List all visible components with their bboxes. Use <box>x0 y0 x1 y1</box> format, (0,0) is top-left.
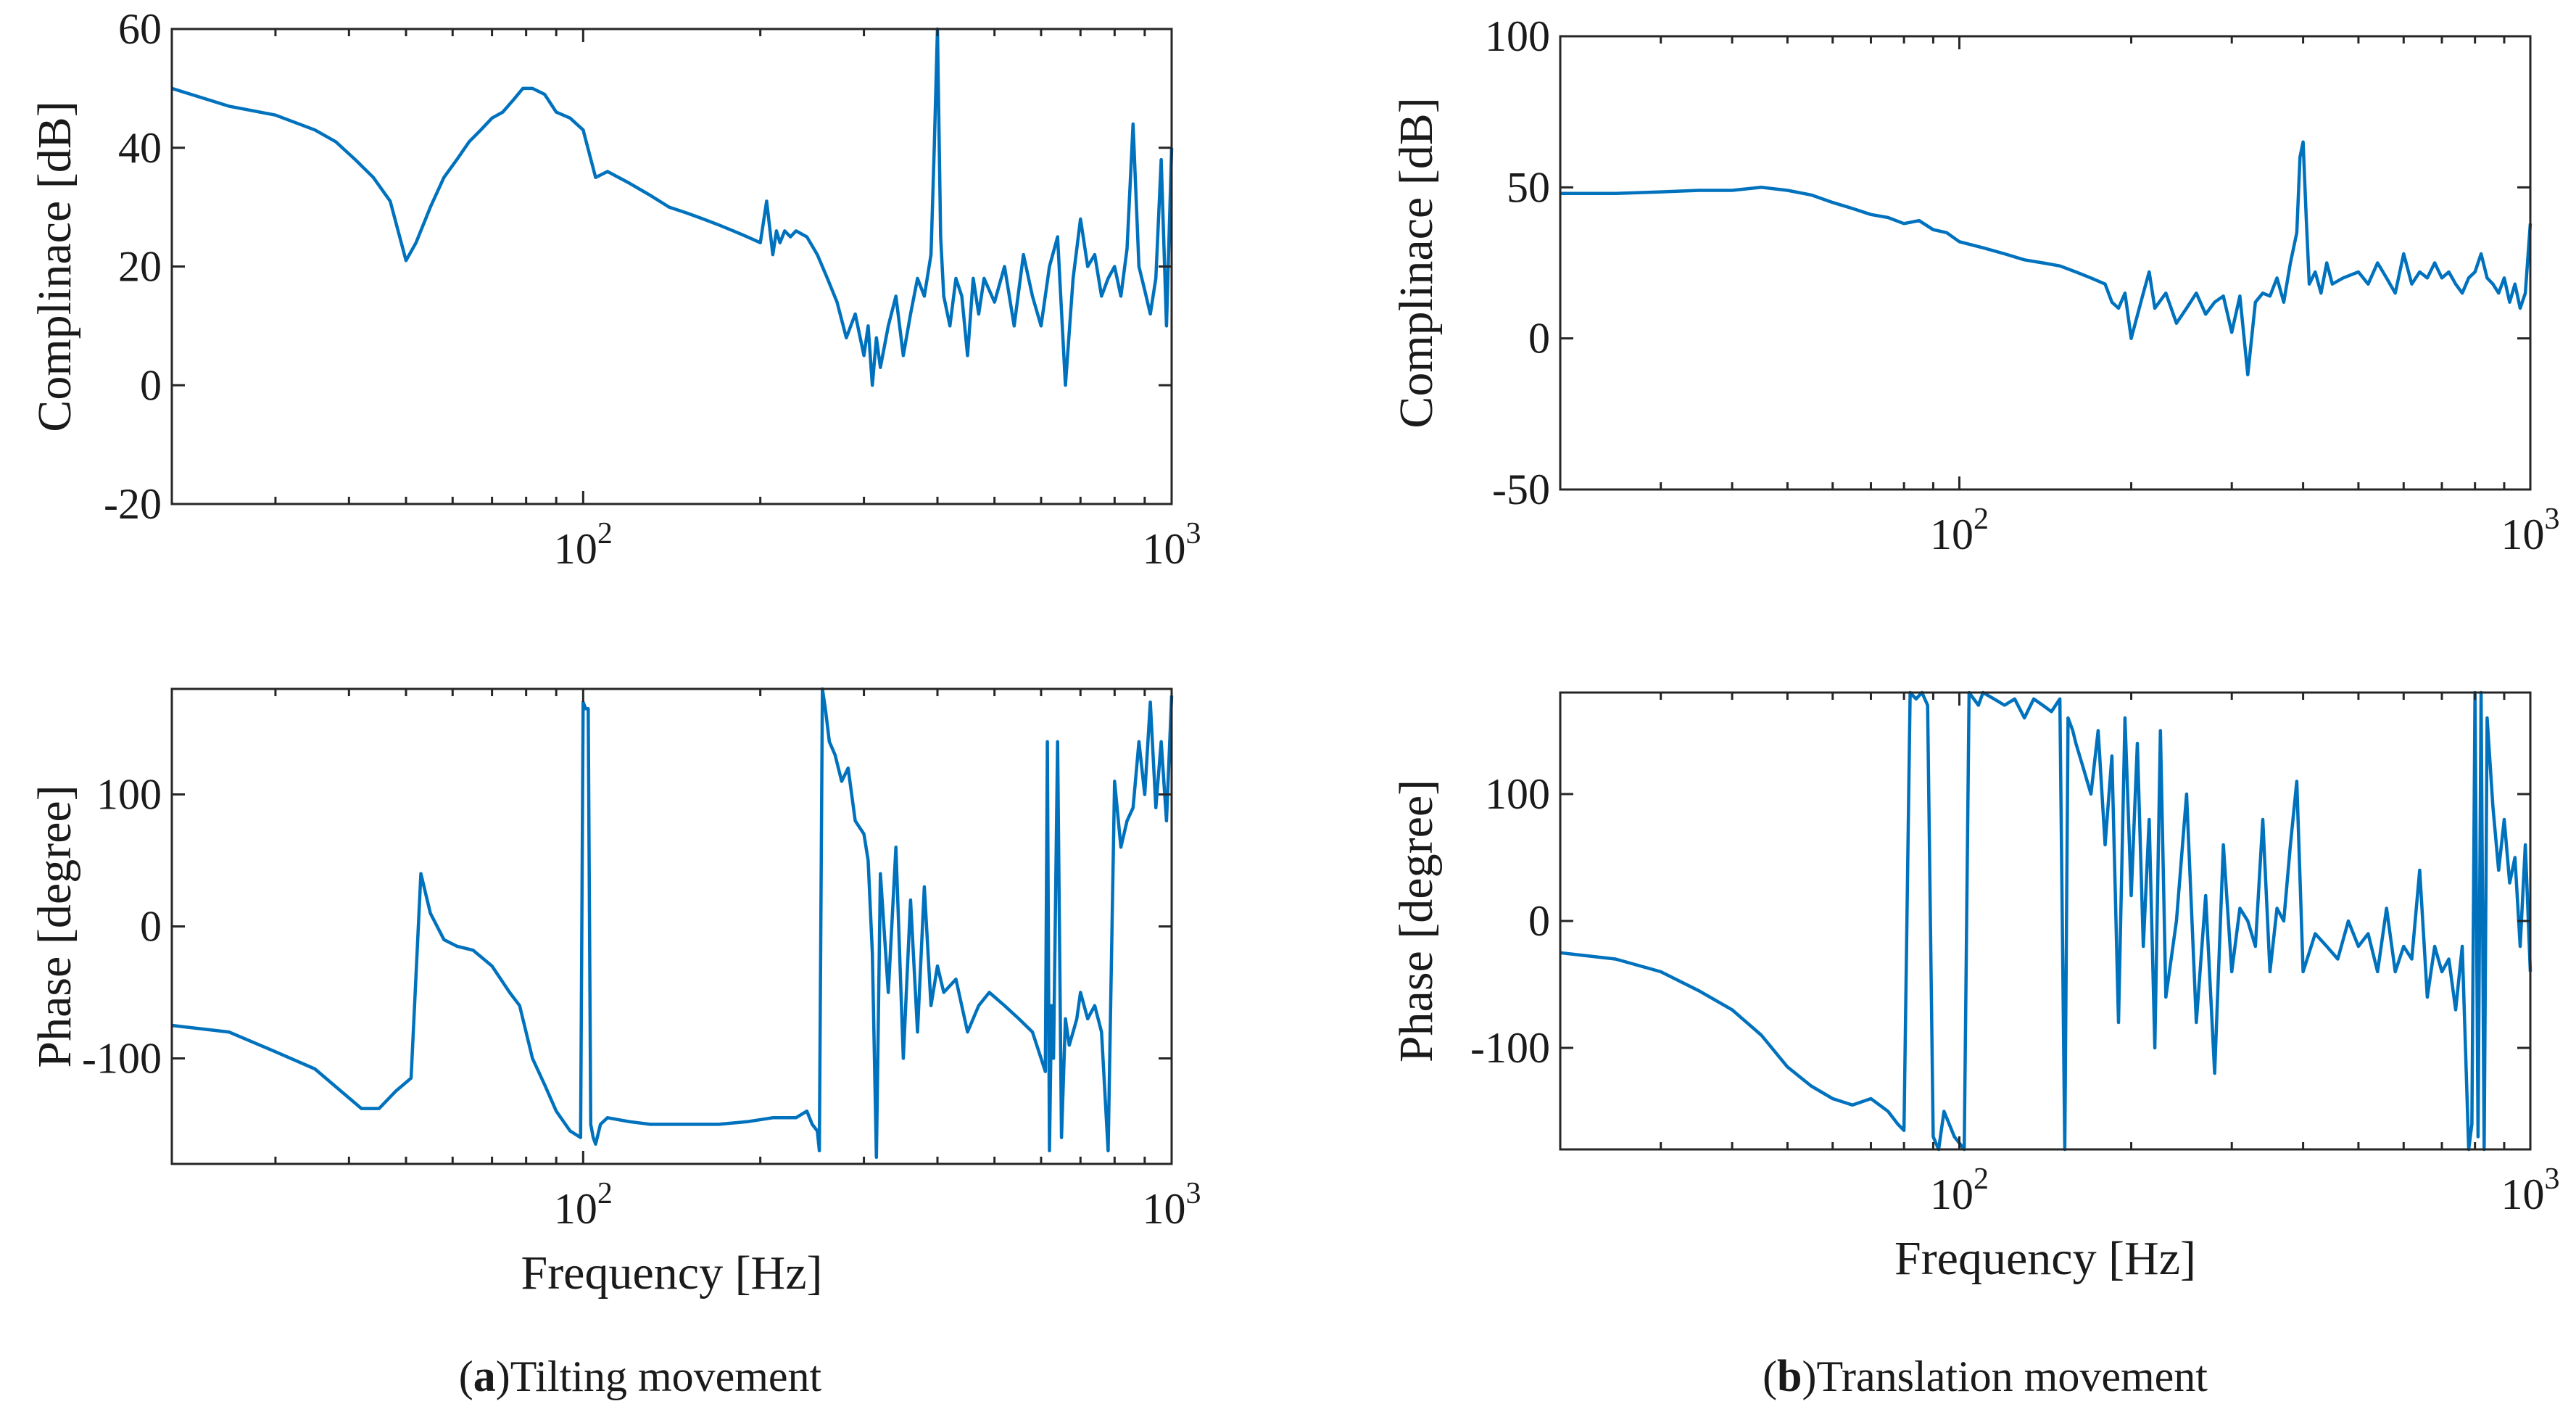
caption-a-text: Tilting movement <box>510 1352 822 1400</box>
panel-b-phase-ylabel: Phase [degree] <box>1390 780 1443 1062</box>
caption-a: (a)Tilting movement <box>459 1352 822 1401</box>
panel-b-phase-xtick-base: 10 <box>1930 1170 1974 1218</box>
panel-b-magnitude-axes-box <box>1559 35 2532 491</box>
caption-b: (b)Translation movement <box>1763 1352 2208 1401</box>
panel-b-magnitude-line <box>1560 140 2532 376</box>
panel-a-magnitude-ytick-label: -20 <box>104 480 162 528</box>
panel-b-phase-ytick-label: -100 <box>1470 1024 1550 1072</box>
panel-a-phase-xtick-base: 10 <box>554 1185 597 1233</box>
panel-b-magnitude-ytick-label: -50 <box>1492 466 1550 513</box>
panel-b-phase-xlabel: Frequency [Hz] <box>1894 1232 2196 1285</box>
panel-a-phase-xtick-exponent: 3 <box>1186 1177 1201 1210</box>
panel-a-magnitude-axes-box <box>170 28 1173 505</box>
panel-a-magnitude-ytick-label: 20 <box>118 243 162 291</box>
panel-b-magnitude-xtick-base: 10 <box>2501 511 2545 558</box>
panel-a-phase-axes-box <box>170 687 1173 1165</box>
panel-a-phase-xtick-exponent: 2 <box>597 1177 613 1210</box>
panel-a-magnitude-line <box>171 27 1174 387</box>
panel-a-magnitude-xtick-label: 103 <box>1143 517 1201 573</box>
panel-b-magnitude-ytick-label: 100 <box>1485 12 1550 60</box>
panel-b-magnitude-ytick-label: 0 <box>1528 315 1550 363</box>
panel-a-magnitude-ytick-label: 40 <box>118 124 162 172</box>
panel-a-magnitude-xtick-exponent: 2 <box>597 517 613 550</box>
panel-b-phase-xtick-base: 10 <box>2501 1170 2545 1218</box>
panel-a-magnitude-ytick-label: 0 <box>140 361 162 409</box>
panel-a-phase-ylabel: Phase [degree] <box>28 785 81 1067</box>
panel-b-phase-line <box>1560 690 2532 1152</box>
panel-b-magnitude-xtick-base: 10 <box>1930 511 1974 558</box>
panel-a-magnitude-xtick-base: 10 <box>554 525 597 573</box>
panel-a-phase-xtick-label: 103 <box>1143 1177 1201 1233</box>
panel-a-magnitude-ylabel: Complinace [dB] <box>28 101 81 431</box>
panel-a-magnitude-xtick-label: 102 <box>554 517 613 573</box>
panel-a-phase-ytick-label: -100 <box>82 1034 162 1082</box>
panel-a-phase-ytick-label: 0 <box>140 903 162 951</box>
panel-b-phase-ytick-label: 100 <box>1485 770 1550 818</box>
panel-b-magnitude-xtick-label: 102 <box>1930 503 1989 558</box>
panel-b-magnitude-xtick-exponent: 3 <box>2545 503 2560 536</box>
panel-a-phase-line <box>171 687 1174 1160</box>
panel-b-magnitude-ytick-label: 50 <box>1507 163 1550 211</box>
panel-a-phase-xtick-label: 102 <box>554 1177 613 1233</box>
panel-a-phase-xtick-base: 10 <box>1143 1185 1186 1233</box>
panel-a-phase-xlabel: Frequency [Hz] <box>521 1247 823 1300</box>
panel-b-magnitude-xtick-exponent: 2 <box>1974 503 1989 536</box>
caption-a-letter: a <box>473 1352 496 1401</box>
panel-b-magnitude-ylabel: Complinace [dB] <box>1390 97 1443 428</box>
panel-a-magnitude-xtick-base: 10 <box>1143 525 1186 573</box>
panel-a-magnitude-xtick-exponent: 3 <box>1186 517 1201 550</box>
panel-b-phase-ytick-label: 0 <box>1528 897 1550 945</box>
panel-b-phase-xtick-exponent: 2 <box>1974 1162 1989 1196</box>
panel-b-phase-xtick-exponent: 3 <box>2545 1162 2560 1196</box>
caption-b-letter: b <box>1777 1352 1802 1401</box>
panel-b-phase-axes-box <box>1559 691 2532 1151</box>
caption-b-text: Translation movement <box>1817 1352 2208 1400</box>
panel-b-phase-xtick-label: 102 <box>1930 1162 1989 1218</box>
panel-b-magnitude-xtick-label: 103 <box>2501 503 2560 558</box>
panel-b-phase-xtick-label: 103 <box>2501 1162 2560 1218</box>
panel-a-phase-ytick-label: 100 <box>96 771 162 819</box>
panel-a-magnitude-ytick-label: 60 <box>118 5 162 53</box>
